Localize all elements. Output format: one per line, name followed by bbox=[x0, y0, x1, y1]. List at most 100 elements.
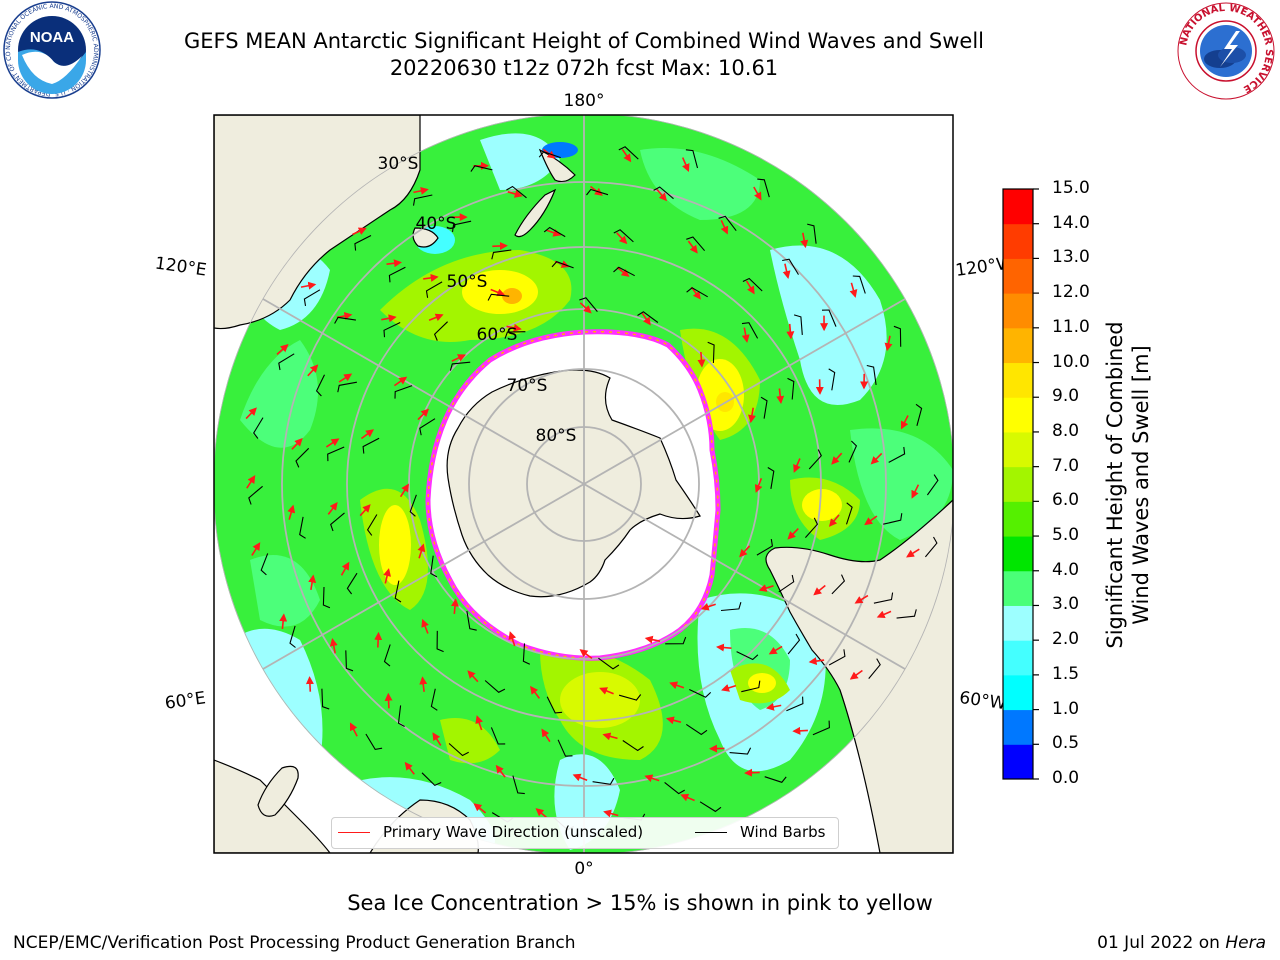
wind-barb bbox=[760, 396, 768, 419]
wind-barb bbox=[334, 316, 356, 324]
wind-barb bbox=[653, 186, 674, 200]
legend-label-wave-direction: Primary Wave Direction (unscaled) bbox=[383, 823, 644, 841]
wind-barb bbox=[592, 777, 615, 785]
footer-date: 01 Jul 2022 on Hera bbox=[1097, 933, 1266, 953]
wind-barb bbox=[504, 331, 526, 339]
wave-arrow bbox=[831, 452, 843, 465]
colorbar-segment bbox=[1003, 466, 1033, 502]
wave-arrow bbox=[720, 219, 729, 235]
wave-arrow bbox=[644, 635, 661, 644]
colorbar-tick-label: 6.0 bbox=[1052, 490, 1080, 511]
wind-barb bbox=[436, 630, 444, 653]
wind-barb bbox=[613, 266, 635, 277]
wave-arrow bbox=[384, 692, 393, 709]
wind-barb bbox=[787, 377, 795, 400]
wave-arrow bbox=[754, 478, 763, 493]
wave-arrow bbox=[870, 452, 883, 465]
lat-label-70s: 70°S bbox=[507, 376, 548, 396]
wave-arrow bbox=[656, 188, 668, 202]
wind-barb bbox=[767, 467, 775, 489]
wave-arrow bbox=[413, 186, 429, 195]
wind-barb bbox=[924, 536, 938, 558]
wave-arrow bbox=[307, 364, 319, 377]
wave-arrow bbox=[279, 613, 288, 629]
wind-barb bbox=[451, 220, 472, 232]
wave-arrow bbox=[602, 732, 618, 741]
wind-barb bbox=[394, 385, 413, 399]
wave-arrow bbox=[700, 602, 716, 611]
colorbar-segment bbox=[1003, 744, 1033, 780]
colorbar-tick-label: 0.5 bbox=[1052, 733, 1080, 754]
lat-label-30s: 30°S bbox=[378, 154, 419, 174]
wind-barb bbox=[622, 740, 644, 752]
wave-arrow bbox=[417, 543, 426, 559]
wave-arrow bbox=[399, 483, 409, 498]
wave-arrow bbox=[245, 407, 257, 420]
wind-barb bbox=[665, 636, 687, 645]
colorbar-segment bbox=[1003, 293, 1033, 329]
wave-arrow bbox=[876, 610, 892, 619]
wave-direction-swatch bbox=[338, 831, 370, 833]
wind-barb bbox=[419, 418, 436, 436]
wave-arrow bbox=[579, 302, 592, 314]
wind-barb bbox=[425, 281, 443, 298]
wind-barb-swatch bbox=[695, 831, 727, 833]
continents bbox=[214, 115, 953, 853]
wind-barb bbox=[345, 650, 354, 672]
noaa-logo: NATIONAL OCEANIC AND ATMOSPHERIC ADMINIS… bbox=[0, 0, 102, 100]
colorbar-segment bbox=[1003, 501, 1033, 537]
wind-barb bbox=[388, 266, 406, 283]
wind-barb bbox=[720, 602, 742, 612]
wind-barb bbox=[303, 289, 321, 306]
wind-barb bbox=[586, 188, 609, 196]
madagascar-land bbox=[257, 765, 299, 817]
wave-arrow bbox=[690, 286, 701, 300]
wave-arrow bbox=[451, 598, 459, 614]
wave-arrow bbox=[393, 376, 408, 387]
wind-barb bbox=[618, 694, 642, 701]
wave-arrow bbox=[786, 323, 795, 340]
wind-barb bbox=[366, 514, 378, 536]
legend-label-wind-barbs: Wind Barbs bbox=[740, 823, 826, 841]
wind-barb bbox=[330, 512, 345, 532]
wave-arrow bbox=[308, 574, 317, 591]
colorbar-tick-label: 0.0 bbox=[1052, 768, 1080, 788]
wind-barb bbox=[729, 747, 752, 755]
nws-logo: NATIONAL WEATHER SERVICE bbox=[1176, 1, 1276, 101]
wave-arrow bbox=[753, 186, 762, 201]
wind-barb bbox=[506, 185, 527, 199]
colorbar-segment bbox=[1003, 258, 1033, 294]
wind-barb bbox=[383, 322, 401, 338]
wind-barb bbox=[512, 775, 525, 795]
wind-barb bbox=[248, 485, 263, 505]
page-title: GEFS MEAN Antarctic Significant Height o… bbox=[183, 29, 985, 53]
colorbar-segment bbox=[1003, 223, 1033, 259]
wind-barb bbox=[866, 364, 877, 385]
colorbar-tick-label: 8.0 bbox=[1052, 420, 1080, 441]
antarctica-land bbox=[446, 369, 701, 598]
wind-barb bbox=[522, 643, 531, 665]
wave-arrow bbox=[352, 227, 367, 236]
colorbar-tick-label: 15.0 bbox=[1052, 178, 1090, 198]
wave-arrow bbox=[530, 685, 541, 699]
wave-arrow bbox=[359, 504, 371, 517]
wind-barb bbox=[637, 311, 659, 323]
wind-barb bbox=[260, 553, 269, 576]
wind-barb bbox=[337, 381, 357, 393]
colorbar-segment bbox=[1003, 674, 1033, 711]
wave-arrow bbox=[739, 545, 751, 558]
wave-direction-arrows bbox=[245, 148, 920, 819]
colorbar-tick-label: 5.0 bbox=[1052, 525, 1080, 546]
wind-barb bbox=[538, 151, 561, 159]
wave-arrow bbox=[621, 148, 632, 163]
wind-barb bbox=[278, 353, 295, 371]
wave-arrow bbox=[428, 313, 444, 322]
wave-arrow bbox=[291, 438, 303, 450]
wind-barb bbox=[430, 555, 438, 578]
colorbar-tick-label: 14.0 bbox=[1052, 212, 1090, 233]
wave-arrow bbox=[327, 502, 338, 515]
wave-arrow bbox=[808, 657, 825, 666]
wind-barb bbox=[546, 696, 563, 714]
wave-arrow bbox=[792, 726, 808, 735]
wave-arrow bbox=[305, 676, 314, 692]
